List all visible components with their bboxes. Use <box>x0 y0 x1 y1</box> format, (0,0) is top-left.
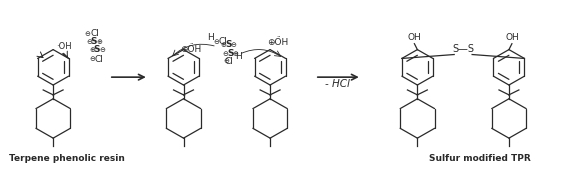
Text: ··: ·· <box>189 41 194 47</box>
Text: ⊕: ⊕ <box>221 42 227 48</box>
Text: S: S <box>226 40 232 49</box>
Text: ⊕: ⊕ <box>96 39 102 45</box>
Text: Cl: Cl <box>91 29 100 38</box>
Text: S: S <box>228 49 234 58</box>
Text: Sulfur modified TPR: Sulfur modified TPR <box>429 154 531 163</box>
Text: ⊖: ⊖ <box>223 51 229 57</box>
Text: ⊖: ⊖ <box>86 39 92 45</box>
Text: Cl: Cl <box>224 57 233 66</box>
Text: ·OH: ·OH <box>56 42 71 51</box>
Text: Cl: Cl <box>95 55 104 64</box>
Text: ⊖: ⊖ <box>99 47 105 53</box>
Text: OH: OH <box>505 33 519 42</box>
Text: ··: ·· <box>276 34 281 40</box>
Text: ⊖: ⊖ <box>89 56 95 62</box>
Text: H: H <box>236 52 242 61</box>
Text: S: S <box>90 37 97 46</box>
Text: S—S: S—S <box>452 44 474 53</box>
Text: Terpene phenolic resin: Terpene phenolic resin <box>9 154 125 163</box>
Text: OH: OH <box>407 33 421 42</box>
Text: ⊕OH: ⊕OH <box>267 38 289 47</box>
Text: H: H <box>207 33 214 42</box>
Text: ⊖: ⊖ <box>223 58 229 64</box>
Text: ⊕: ⊕ <box>233 51 238 57</box>
Text: ⊕OH: ⊕OH <box>180 45 202 53</box>
Text: ⊖: ⊖ <box>213 39 219 45</box>
Text: ⊖: ⊖ <box>84 31 90 37</box>
Text: Cl: Cl <box>219 37 228 46</box>
Text: ⊖: ⊖ <box>231 42 237 48</box>
Text: S: S <box>94 45 100 54</box>
Text: - HCl: - HCl <box>325 79 350 89</box>
Text: ⊕: ⊕ <box>89 47 95 53</box>
